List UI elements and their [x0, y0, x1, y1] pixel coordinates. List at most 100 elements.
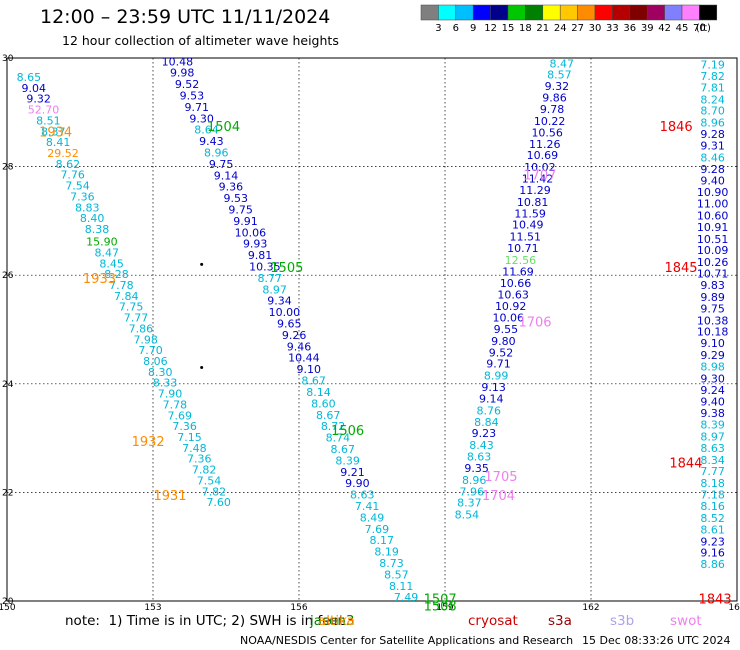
wave-height-value: 10.60 [697, 209, 729, 222]
wave-height-value: 9.29 [700, 349, 725, 362]
colorbar-tick-label: 70 [693, 23, 706, 34]
wave-height-value: 9.23 [700, 535, 725, 548]
wave-height-value: 9.98 [170, 67, 195, 80]
wave-height-value: 9.53 [180, 89, 205, 102]
colorbar-tick-label: 12 [484, 23, 497, 34]
wave-height-value: 9.10 [296, 363, 321, 376]
wave-height-value: 9.81 [248, 249, 273, 262]
page-title: 12:00 – 23:59 UTC 11/11/2024 [40, 6, 331, 28]
colorbar-tick-label: 3 [435, 23, 441, 34]
wave-height-value: 11.26 [529, 138, 561, 151]
wave-height-value: 9.13 [481, 381, 506, 394]
wave-height-value: 10.38 [697, 314, 729, 327]
wave-height-value: 7.78 [163, 398, 188, 411]
colorbar-tick-label: 36 [623, 23, 636, 34]
wave-height-value: 8.84 [474, 416, 499, 429]
wave-height-value: 8.86 [700, 558, 725, 571]
wave-height-value: 7.54 [65, 180, 90, 193]
wave-height-value: 9.71 [486, 358, 511, 371]
pass-time-label: 1707 [523, 169, 556, 184]
wave-height-value: 8.49 [360, 511, 385, 524]
wave-height-value: 7.78 [109, 279, 134, 292]
x-tick-label: 159 [436, 603, 453, 613]
wave-height-value: 7.82 [700, 70, 725, 83]
timestamp-text: 15 Dec 08:33:26 UTC 2024 [582, 634, 731, 647]
pass-time-label: 1932 [132, 435, 165, 450]
wave-height-value: 15.90 [86, 236, 118, 249]
colorbar-tick-label: 27 [571, 23, 584, 34]
wave-height-value: 9.80 [491, 335, 516, 348]
legend-s3b: s3b [610, 613, 635, 629]
wave-height-value: 10.71 [507, 242, 539, 255]
wave-height-value: 10.92 [495, 300, 527, 313]
wave-height-value: 7.36 [172, 420, 197, 433]
wave-height-value: 9.55 [494, 323, 519, 336]
wave-height-value: 10.44 [288, 352, 320, 365]
y-tick-label: 30 [2, 54, 14, 64]
plot-frame [6, 57, 738, 602]
wave-height-value: 8.30 [148, 366, 173, 379]
wave-height-value: 8.37 [457, 497, 482, 510]
wave-height-value: 7.70 [138, 344, 163, 357]
colorbar-legend: 3 6 9 12 15 18 21 24 27 30 33 36 39 42 45 70(ft) [420, 4, 718, 34]
wave-height-value: 8.77 [258, 272, 283, 285]
wave-height-value: 8.98 [700, 360, 725, 373]
wave-height-value: 8.97 [262, 283, 287, 296]
wave-height-value: 9.91 [233, 215, 258, 228]
wave-height-value: 8.54 [455, 509, 480, 522]
pass-time-label: 1504 [207, 120, 240, 135]
wave-height-value: 9.46 [287, 340, 312, 353]
plot-area: 150 153 156 159 162 165 30 28 26 24 22 20 [0, 54, 740, 613]
wave-height-value: 9.14 [214, 169, 239, 182]
wave-height-value: 9.53 [223, 192, 248, 205]
wave-height-value: 10.49 [512, 219, 544, 232]
wave-height-value: 8.14 [306, 386, 331, 399]
wave-height-value: 10.66 [500, 277, 532, 290]
wave-height-value: 11.42 [522, 173, 554, 186]
wave-height-value: 8.19 [374, 546, 399, 559]
wave-height-value: 9.90 [345, 477, 370, 490]
wave-height-value: 10.51 [697, 233, 729, 246]
data-labels: 8.659.049.3252.708.518.378.4129.528.627.… [17, 55, 729, 603]
wave-height-value: 7.48 [182, 442, 207, 455]
wave-height-value: 9.23 [472, 427, 497, 440]
wave-height-value: 8.99 [484, 370, 509, 383]
wave-height-value: 7.81 [700, 81, 725, 94]
wave-height-value: 12.56 [505, 254, 537, 267]
pass-time-label: 1933 [83, 272, 116, 287]
wave-height-value: 9.35 [464, 462, 489, 475]
wave-height-value: 9.78 [540, 103, 565, 116]
wave-height-value: 8.97 [700, 430, 725, 443]
colorbar-tick-label: 6 [453, 23, 459, 34]
wave-height-value: 9.75 [228, 203, 253, 216]
colorbar-tick-label: 15 [502, 23, 515, 34]
wave-height-value: 9.71 [185, 101, 210, 114]
wave-height-value: 8.37 [41, 125, 66, 138]
colorbar-unit-label: (ft) [696, 23, 711, 34]
pass-time-label: 1706 [518, 315, 551, 330]
wave-height-value: 10.91 [697, 221, 729, 234]
x-tick-label: 150 [0, 603, 16, 613]
wave-height-value: 8.18 [700, 477, 725, 490]
y-tick-label: 26 [2, 271, 14, 281]
wave-height-value: 9.52 [175, 78, 200, 91]
wave-height-value: 9.40 [700, 396, 725, 409]
wave-height-value: 8.96 [204, 146, 229, 159]
wave-height-value: 10.48 [162, 55, 194, 68]
credit-text: NOAA/NESDIS Center for Satellite Applica… [240, 634, 574, 647]
legend-jason3: jason3 [310, 613, 355, 629]
wave-height-value: 9.65 [277, 318, 302, 331]
x-tick-label: 165 [728, 603, 740, 613]
wave-height-value: 11.59 [514, 207, 546, 220]
wave-height-value: 9.14 [479, 392, 504, 405]
wave-height-value: 7.69 [168, 409, 193, 422]
wave-height-value: 9.21 [340, 466, 365, 479]
wave-height-value: 8.39 [700, 419, 725, 432]
wave-height-value: 9.28 [700, 163, 725, 176]
y-tick-label: 28 [2, 163, 14, 173]
wave-height-value: 8.74 [326, 432, 351, 445]
colorbar-swatch [699, 4, 718, 21]
wave-height-value: 7.86 [129, 322, 154, 335]
wave-height-value: 9.24 [700, 384, 725, 397]
